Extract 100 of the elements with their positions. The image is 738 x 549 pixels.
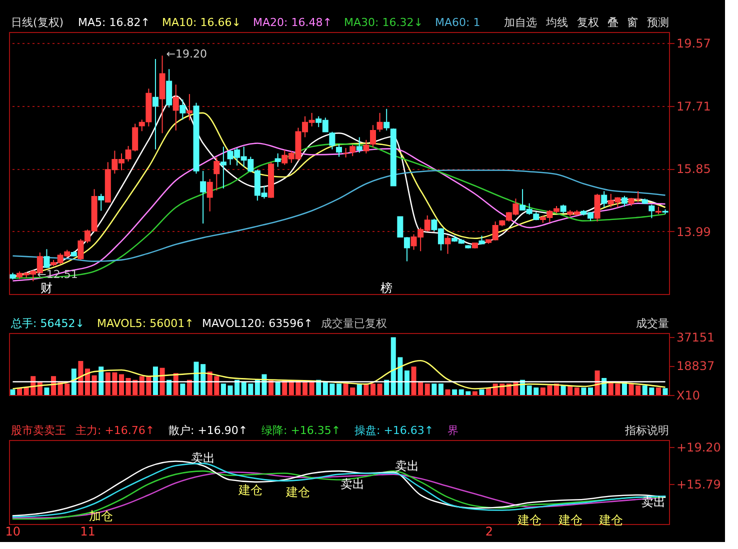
bar — [92, 375, 97, 395]
text: MA30: 16.32↓ — [344, 16, 423, 29]
bar — [118, 374, 124, 395]
annotation: ←19.20 — [166, 48, 207, 61]
text: 复权 — [577, 16, 599, 29]
annotation: 卖出 — [642, 495, 666, 509]
line-series — [12, 360, 666, 390]
candlestick — [594, 193, 600, 222]
x-tick-label: 11 — [80, 524, 96, 538]
bar — [581, 388, 586, 395]
text: MAVOL5: 56001↑ — [97, 317, 194, 330]
bar — [356, 384, 362, 395]
x-tick-label: 10 — [5, 524, 21, 538]
text: 加自选 — [504, 16, 537, 29]
text: 窗 — [627, 16, 638, 29]
annotation: 建仓 — [598, 513, 624, 527]
bar — [432, 384, 437, 395]
text: 成交量已复权 — [321, 317, 387, 330]
candlestick — [601, 190, 608, 208]
bar — [302, 382, 308, 395]
text: 均线 — [545, 16, 568, 29]
candlestick — [363, 139, 370, 154]
text: 预测 — [647, 16, 669, 29]
text: 股市卖卖王 — [11, 424, 66, 437]
text: 绿降: +16.35↑ — [262, 424, 341, 437]
text: MA10: 16.66↓ — [162, 16, 241, 29]
y-tick-label: 13.99 — [676, 224, 711, 239]
text: MA60: 1 — [435, 16, 480, 29]
annotation: 榜 — [380, 281, 393, 295]
text: 成交量 — [636, 317, 669, 330]
candlestick — [621, 195, 628, 208]
candlestick — [166, 68, 172, 108]
bar — [445, 389, 450, 395]
text: 散户: +16.90↑ — [168, 424, 248, 437]
y-tick-label: X10 — [676, 388, 700, 402]
bar — [377, 384, 382, 395]
text: 指标说明 — [624, 424, 669, 437]
bar — [472, 391, 478, 395]
candlestick — [370, 124, 376, 148]
candlestick — [138, 119, 145, 132]
bar — [452, 389, 458, 395]
text: 日线(复权) — [11, 16, 64, 29]
y-tick-label: 17.71 — [676, 99, 711, 114]
x-tick-label: 2 — [485, 524, 494, 538]
candlestick — [98, 193, 104, 212]
candlestick — [356, 136, 362, 154]
bar — [370, 384, 376, 395]
bar — [574, 388, 580, 395]
candlestick — [214, 156, 220, 191]
candlestick — [342, 147, 349, 158]
bar — [336, 384, 342, 395]
annotation: 卖出 — [395, 459, 420, 473]
annotation: 加仓 — [88, 509, 113, 523]
annotation: 建仓 — [285, 485, 310, 499]
text: MA5: 16.82↑ — [78, 16, 150, 29]
candlestick — [152, 58, 158, 150]
annotation: 财 — [40, 281, 53, 295]
y-tick-label: 18837 — [676, 359, 715, 374]
candlestick — [376, 112, 383, 132]
bar — [98, 366, 104, 395]
y-tick-label: +19.20 — [676, 440, 721, 455]
bar — [275, 382, 280, 395]
candlestick — [172, 84, 179, 131]
candlestick — [444, 235, 451, 254]
annotation: 建仓 — [557, 513, 582, 527]
bar — [568, 385, 573, 395]
bar — [78, 360, 84, 395]
bar — [404, 370, 410, 395]
annotation: 卖出 — [190, 451, 215, 465]
bar — [588, 388, 593, 395]
text: MA20: 16.48↑ — [253, 16, 332, 29]
bar — [424, 384, 430, 395]
candlestick — [350, 144, 356, 157]
bar — [364, 384, 369, 395]
y-tick-label: +15.79 — [676, 478, 721, 492]
bar — [180, 384, 186, 395]
text: 总手: 56452↓ — [10, 317, 84, 330]
annotation: 建仓 — [238, 483, 263, 497]
candlestick — [200, 170, 206, 224]
y-tick-label: 15.85 — [676, 162, 711, 176]
y-tick-label: 37151 — [676, 330, 715, 344]
annotation: 卖出 — [340, 477, 365, 491]
annotation: 建仓 — [516, 513, 542, 527]
text: 主力: +16.76↑ — [76, 424, 155, 437]
candlestick — [384, 108, 390, 131]
candlestick — [220, 146, 226, 189]
bar — [10, 389, 16, 395]
candlestick — [206, 178, 213, 212]
bar — [438, 384, 444, 395]
bar — [662, 388, 668, 395]
bar — [479, 389, 484, 395]
text: 叠 — [608, 16, 618, 29]
candlestick — [336, 143, 342, 158]
text: 操盘: +16.63↑ — [354, 424, 434, 437]
bar — [44, 388, 50, 395]
y-tick-label: 19.57 — [676, 36, 711, 51]
candlestick — [180, 98, 186, 120]
candlestick — [329, 131, 336, 150]
candlestick — [648, 204, 655, 219]
candlestick — [274, 152, 281, 168]
